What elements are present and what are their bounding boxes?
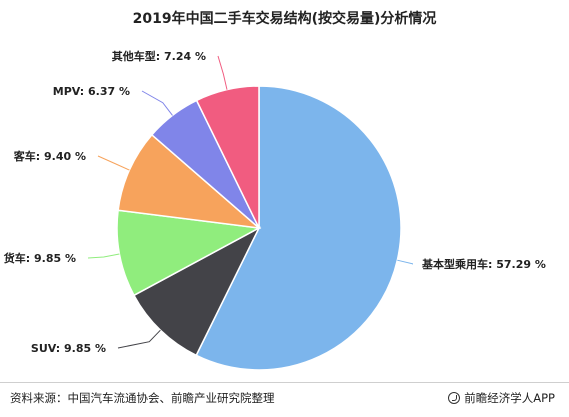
source-note: 资料来源：中国汽车流通协会、前瞻产业研究院整理 [10,391,275,405]
footer: 资料来源：中国汽车流通协会、前瞻产业研究院整理 前瞻经济学人APP [0,382,569,413]
leader-line [217,55,228,90]
data-label: 基本型乘用车: 57.29 % [421,257,546,271]
leader-line [141,90,173,116]
pie-slice [132,226,261,357]
pie-slice [116,209,262,297]
leader-line [87,253,120,259]
data-label: 其他车型: 7.24 % [112,49,206,63]
brand-credit: 前瞻经济学人APP [448,390,555,406]
data-label: 客车: 9.40 % [13,149,86,163]
pie-slice [195,85,260,229]
leader-line [397,259,414,265]
leader-line [117,329,161,349]
brand-name: 前瞻经济学人APP [464,391,555,405]
pie-chart: 基本型乘用车: 57.29 % SUV: 9.85 % 货车: 9.85 % 客车: … [3,49,546,371]
leader-line [97,155,130,171]
brand-logo-icon [448,392,461,404]
data-label: SUV: 9.85 % [31,342,106,355]
data-label: MPV: 6.37 % [53,85,130,98]
pie-slice [117,133,262,230]
chart-title: 2019年中国二手车交易结构(按交易量)分析情况 [132,11,437,27]
data-label: 货车: 9.85 % [3,251,76,265]
